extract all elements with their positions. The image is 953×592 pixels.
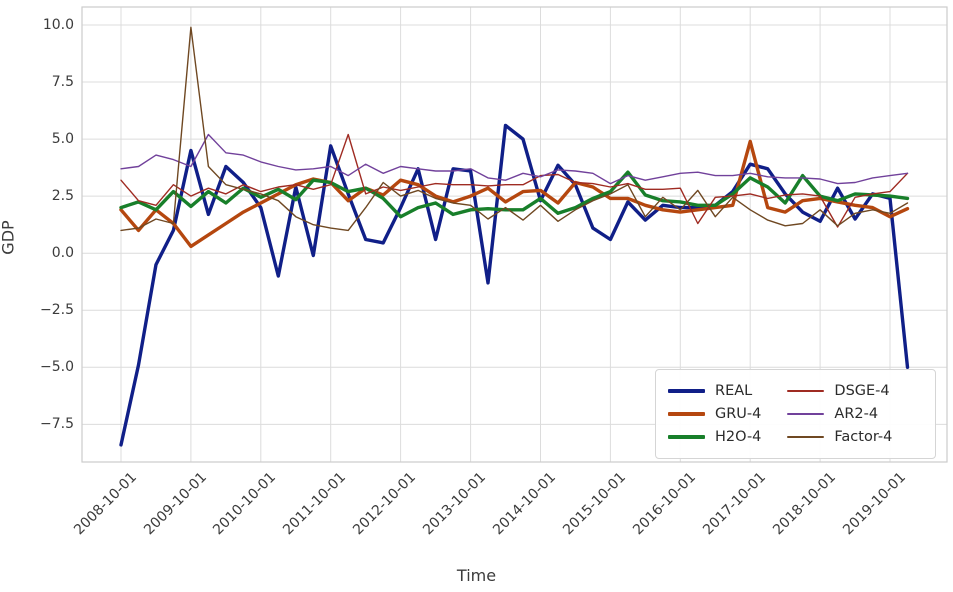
factor4-line-swatch-icon: [787, 436, 825, 439]
series-line-gru-4: [119, 139, 910, 249]
series-line-ar2-4: [120, 133, 909, 185]
y-tick-label: 10.0: [42, 17, 74, 33]
legend-label-dsge4: DSGE-4: [834, 382, 890, 399]
legend-column-right: DSGE-4 AR2-4 Factor-4: [787, 379, 892, 449]
legend-label-real: REAL: [715, 382, 753, 399]
legend-label-factor4: Factor-4: [834, 429, 893, 446]
y-tick-label: −7.5: [40, 416, 74, 433]
series-line-h2o-4: [119, 170, 910, 219]
legend-label-ar24: AR2-4: [834, 405, 879, 422]
legend-item-dsge4: DSGE-4: [787, 379, 892, 402]
h2o4-line-swatch-icon: [668, 435, 705, 440]
y-tick-label: 2.5: [51, 188, 74, 205]
legend-column-left: REAL GRU-4 H2O-4: [668, 379, 761, 449]
x-axis-label: Time: [456, 566, 497, 585]
legend-item-factor4: Factor-4: [787, 426, 892, 449]
y-axis-label: GDP: [0, 220, 18, 255]
legend-item-ar24: AR2-4: [787, 402, 892, 425]
y-tick-label: 7.5: [51, 74, 74, 91]
ar24-line-swatch-icon: [787, 412, 825, 415]
legend-label-h2o4: H2O-4: [715, 429, 762, 446]
axes-frame: [81, 6, 948, 463]
y-tick-label: 0.0: [51, 245, 74, 262]
series-line-real: [119, 123, 910, 447]
legend-item-h2o4: H2O-4: [668, 426, 761, 449]
y-tick-label: −2.5: [40, 302, 74, 319]
real-line-swatch-icon: [668, 388, 705, 393]
legend-item-real: REAL: [668, 379, 761, 402]
gru4-line-swatch-icon: [668, 411, 705, 416]
dsge4-line-swatch-icon: [787, 389, 825, 392]
legend-item-gru4: GRU-4: [668, 402, 761, 425]
legend-label-gru4: GRU-4: [715, 405, 762, 422]
series-line-dsge-4: [120, 133, 909, 228]
legend: REAL GRU-4 H2O-4 DSGE-4 AR2-4 Facto: [655, 369, 936, 459]
series-line-factor-4: [120, 26, 909, 232]
y-tick-label: 5.0: [51, 131, 74, 148]
y-tick-label: −5.0: [40, 359, 74, 376]
